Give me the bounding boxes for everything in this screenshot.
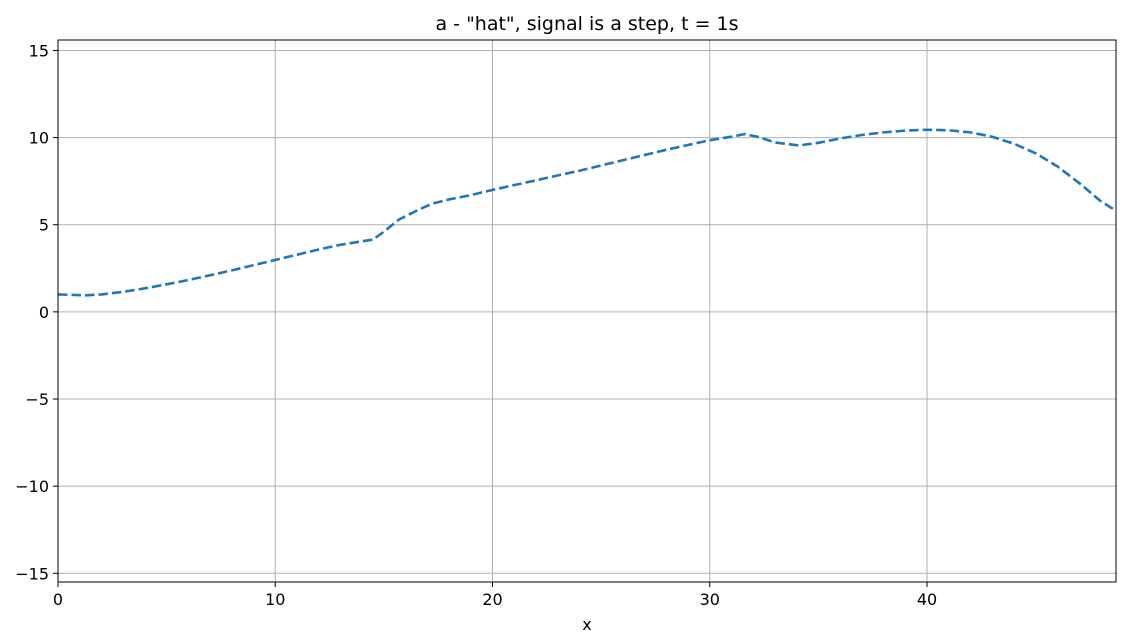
plot-frame bbox=[57, 39, 1117, 583]
y-tick-label: 0 bbox=[39, 303, 49, 322]
y-tick-label: −15 bbox=[15, 564, 49, 583]
y-tick-label: 5 bbox=[39, 216, 49, 235]
y-tick-label: −10 bbox=[15, 477, 49, 496]
chart-title: a - "hat", signal is a step, t = 1s bbox=[435, 13, 738, 35]
ticks: 0 10 20 30 40 −15 −10 −5 0 5 10 15 bbox=[15, 41, 937, 609]
x-tick-label: 0 bbox=[53, 590, 63, 609]
x-tick-label: 30 bbox=[700, 590, 720, 609]
x-tick-label: 40 bbox=[917, 590, 937, 609]
y-tick-label: −5 bbox=[25, 390, 49, 409]
series-layer bbox=[57, 128, 1117, 297]
x-tick-label: 20 bbox=[482, 590, 502, 609]
series-line bbox=[57, 128, 1117, 297]
y-tick-label: 15 bbox=[29, 41, 49, 60]
grid bbox=[57, 40, 1116, 582]
x-tick-label: 10 bbox=[265, 590, 285, 609]
x-axis-label: x bbox=[582, 615, 591, 634]
y-tick-label: 10 bbox=[29, 129, 49, 148]
